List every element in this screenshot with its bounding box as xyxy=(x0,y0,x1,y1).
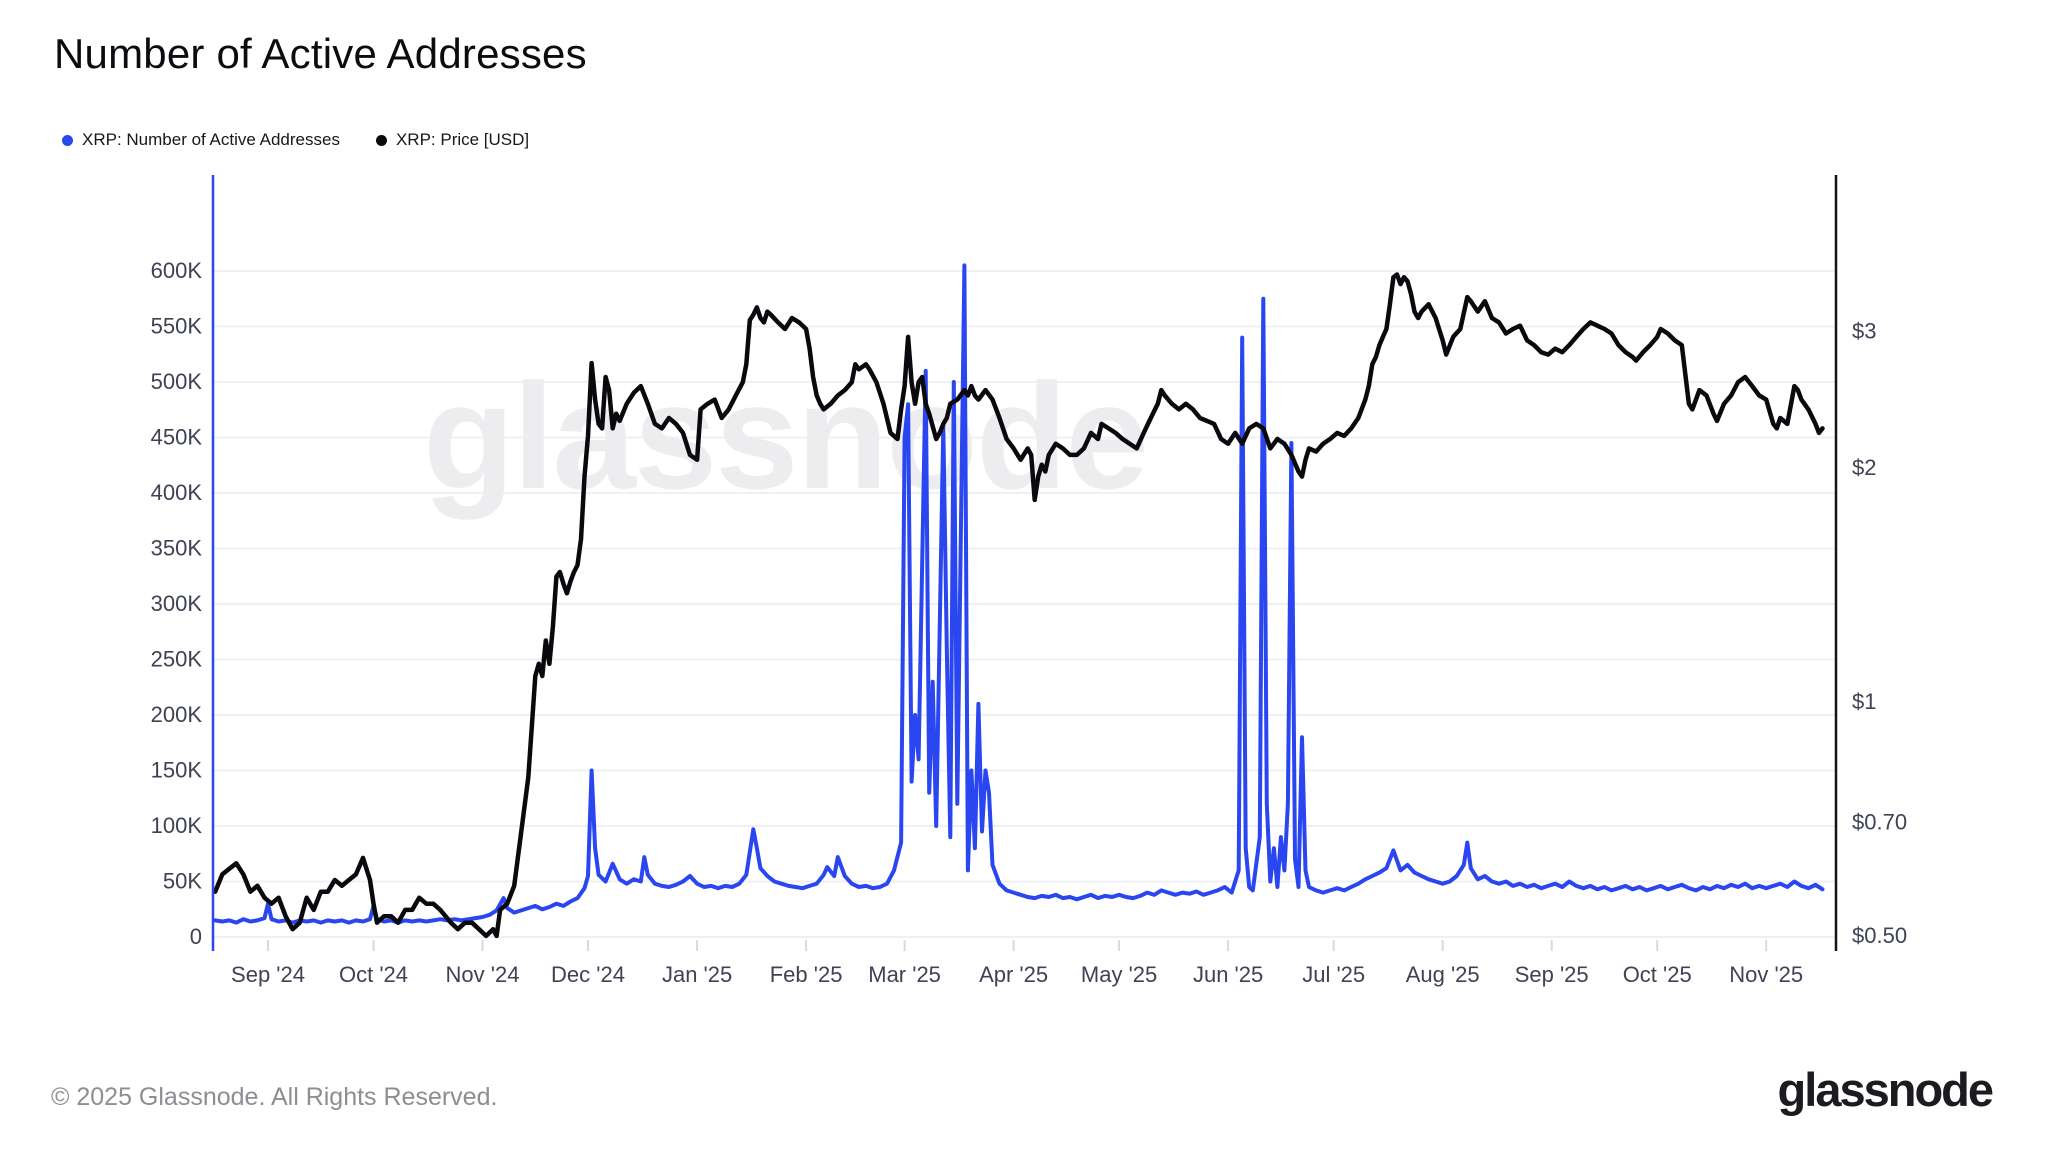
y-left-tick-label: 350K xyxy=(151,536,203,561)
x-tick-label: Nov '24 xyxy=(446,962,520,987)
x-tick-label: May '25 xyxy=(1081,962,1157,987)
x-tick-label: Oct '24 xyxy=(339,962,408,987)
y-left-tick-label: 100K xyxy=(151,813,203,838)
x-tick-label: Nov '25 xyxy=(1729,962,1803,987)
x-tick-label: Feb '25 xyxy=(770,962,843,987)
y-left-tick-label: 450K xyxy=(151,425,203,450)
legend-item-price[interactable]: XRP: Price [USD] xyxy=(375,130,530,150)
legend-item-active-addresses[interactable]: XRP: Number of Active Addresses xyxy=(62,130,340,150)
x-tick-label: Apr '25 xyxy=(979,962,1048,987)
y-left-tick-label: 150K xyxy=(151,758,203,783)
watermark-text: glassnode xyxy=(423,352,1147,520)
x-tick-label: Mar '25 xyxy=(868,962,941,987)
y-right-tick-label: $0.50 xyxy=(1852,923,1907,948)
y-left-tick-label: 300K xyxy=(151,591,203,616)
series-line-price xyxy=(212,272,1825,939)
page-title: Number of Active Addresses xyxy=(54,30,587,77)
x-tick-label: Jan '25 xyxy=(662,962,732,987)
y-left-tick-label: 600K xyxy=(151,258,203,283)
y-left-tick-label: 550K xyxy=(151,314,203,339)
x-tick-label: Aug '25 xyxy=(1406,962,1480,987)
y-right-tick-label: $2 xyxy=(1852,455,1876,480)
y-right-tick-label: $3 xyxy=(1852,318,1876,343)
legend-label: XRP: Number of Active Addresses xyxy=(82,130,340,149)
x-tick-label: Jul '25 xyxy=(1302,962,1365,987)
footer-copyright: © 2025 Glassnode. All Rights Reserved. xyxy=(51,1083,498,1111)
chart-legend: XRP: Number of Active Addresses XRP: Pri… xyxy=(62,130,529,150)
x-tick-label: Dec '24 xyxy=(551,962,625,987)
series-color-dot-icon xyxy=(375,134,387,146)
x-tick-label: Oct '25 xyxy=(1623,962,1692,987)
y-left-tick-label: 400K xyxy=(151,480,203,505)
legend-label: XRP: Price [USD] xyxy=(395,130,530,149)
x-tick-label: Sep '24 xyxy=(231,962,305,987)
series-color-dot-icon xyxy=(62,134,73,146)
x-tick-label: Jun '25 xyxy=(1193,962,1263,987)
y-left-tick-label: 500K xyxy=(151,369,203,394)
y-left-tick-label: 50K xyxy=(163,869,202,894)
series-line-active-addresses xyxy=(213,263,1825,925)
y-left-tick-label: 200K xyxy=(151,702,203,727)
y-left-tick-label: 0 xyxy=(190,924,202,949)
y-right-tick-label: $1 xyxy=(1852,689,1876,714)
glassnode-logo: glassnode xyxy=(1777,1063,1994,1116)
y-left-tick-label: 250K xyxy=(151,647,203,672)
y-right-tick-label: $0.70 xyxy=(1852,809,1907,834)
x-tick-label: Sep '25 xyxy=(1515,962,1589,987)
